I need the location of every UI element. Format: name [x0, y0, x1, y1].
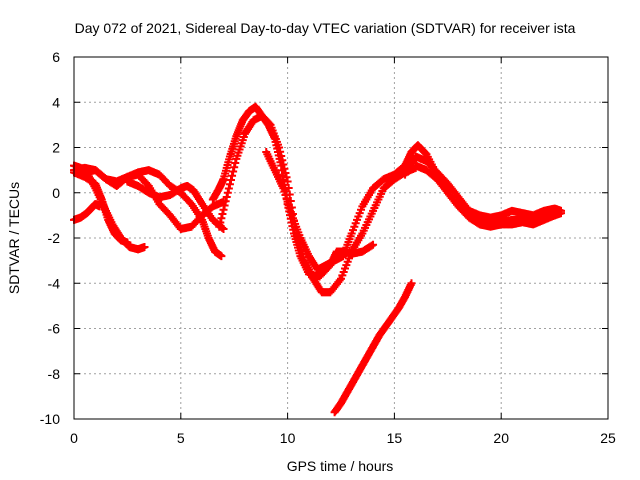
data-point: [217, 252, 226, 261]
data-point: [217, 214, 226, 223]
data-point: [219, 205, 228, 214]
y-tick-label: -2: [48, 230, 61, 246]
x-axis-label: GPS time / hours: [287, 458, 394, 474]
x-tick-label: 25: [600, 430, 616, 446]
data-point: [281, 168, 290, 177]
data-point: [550, 211, 559, 220]
data-point: [226, 176, 235, 185]
data-point: [220, 201, 229, 210]
y-tick-label: -4: [48, 275, 61, 291]
x-axis-ticks: 0 5 10 15 20 25: [70, 57, 616, 446]
data-point: [219, 224, 228, 233]
data-point: [278, 156, 287, 165]
data-point: [229, 167, 238, 176]
x-tick-label: 10: [280, 430, 296, 446]
data-point: [276, 147, 285, 156]
series-arc-2: [70, 200, 104, 224]
data-point: [123, 238, 132, 247]
data-point: [222, 192, 231, 201]
y-tick-label: 4: [52, 94, 60, 110]
y-tick-label: -8: [48, 366, 61, 382]
data-point: [215, 222, 224, 231]
data-point: [218, 209, 227, 218]
data-point: [275, 143, 284, 152]
data-point: [369, 240, 378, 249]
x-tick-label: 5: [177, 430, 185, 446]
grid-lines: [74, 57, 608, 419]
data-point: [223, 188, 232, 197]
y-tick-label: 2: [52, 140, 60, 156]
data-point: [230, 163, 239, 172]
y-axis-ticks: -10 -8 -6 -4 -2 0 2 4 6: [40, 49, 608, 427]
data-point: [231, 159, 240, 168]
data-point: [407, 279, 416, 288]
data-point: [140, 243, 149, 252]
series-arc-11: [411, 161, 559, 231]
data-points: [70, 102, 566, 417]
series-arc-6: [123, 177, 228, 233]
data-point: [277, 151, 286, 160]
y-tick-label: 0: [52, 185, 60, 201]
data-point: [282, 173, 291, 182]
data-point: [280, 164, 289, 173]
y-tick-label: -10: [40, 411, 60, 427]
x-tick-label: 15: [387, 430, 403, 446]
x-tick-label: 20: [493, 430, 509, 446]
data-point: [221, 197, 230, 206]
data-point: [224, 184, 233, 193]
data-point: [279, 160, 288, 169]
data-point: [225, 180, 234, 189]
chart-title: Day 072 of 2021, Sidereal Day-to-day VTE…: [75, 20, 576, 36]
data-point: [228, 171, 237, 180]
y-tick-label: 6: [52, 49, 60, 65]
y-tick-label: -6: [48, 321, 61, 337]
series-arc-10: [401, 152, 566, 222]
data-point: [557, 206, 566, 215]
x-tick-label: 0: [70, 430, 78, 446]
series-arc-12: [330, 279, 416, 417]
data-point: [216, 218, 225, 227]
data-point: [283, 177, 292, 186]
series-arc-8: [215, 111, 420, 297]
y-axis-label: SDTVAR / TECUs: [6, 182, 22, 294]
